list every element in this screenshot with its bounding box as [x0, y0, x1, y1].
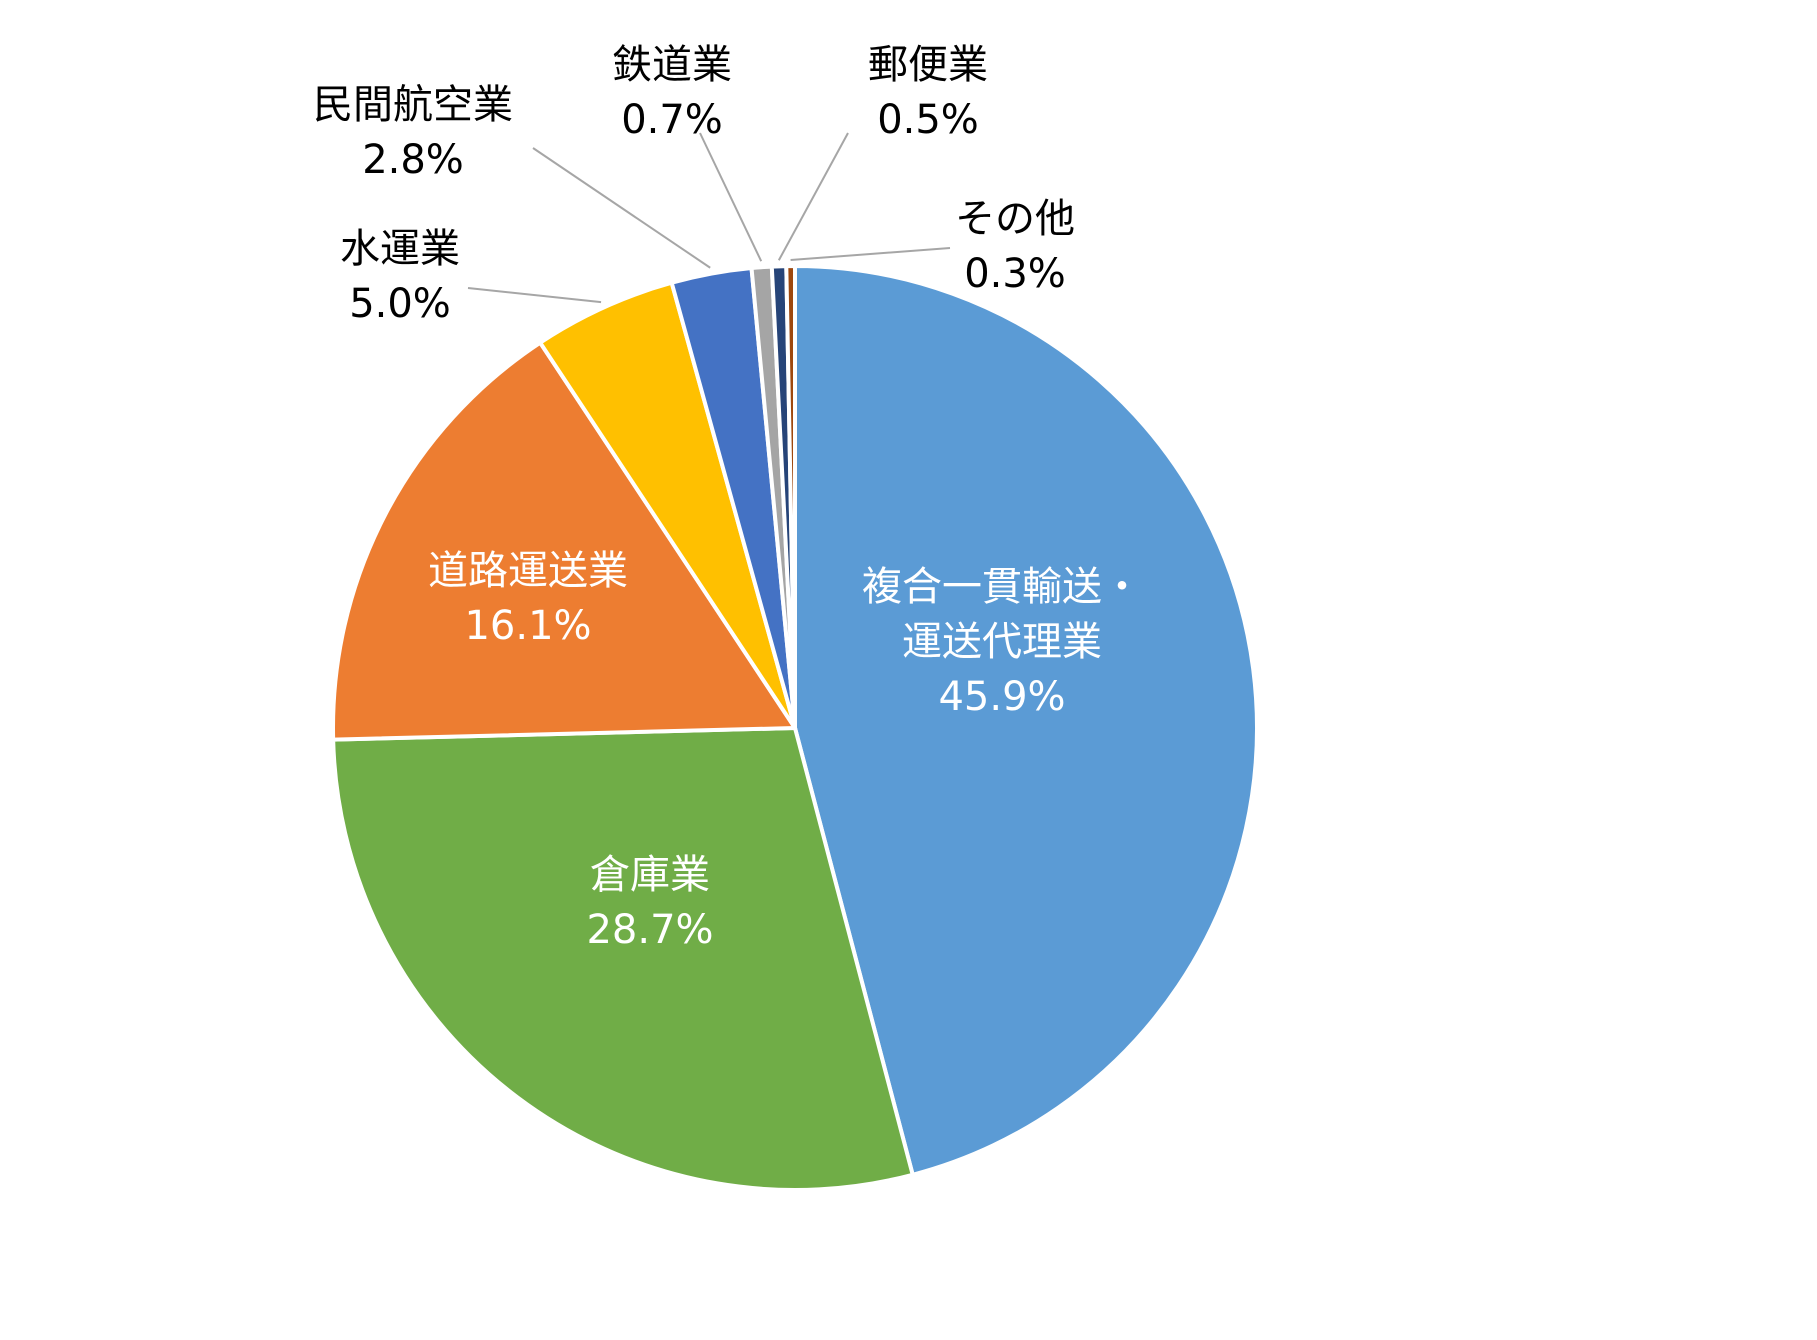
leader-line-8 [790, 247, 951, 262]
pie-slice-2 [331, 726, 915, 1192]
pie-slices [331, 263, 1259, 1192]
pie-slice-4 [538, 280, 797, 730]
slice-label-6: 鉄道業 0.7% [612, 42, 732, 143]
leader-line-5 [532, 147, 711, 269]
leader-line-6 [699, 132, 763, 262]
leader-line-7 [777, 132, 849, 261]
slice-label-1: 複合一貫輸送・運送代理業 45.9% [862, 564, 1142, 720]
pie-slice-3 [331, 340, 797, 742]
pie-slice-1 [793, 264, 1259, 1177]
leader-lines [467, 132, 951, 304]
slice-label-2: 倉庫業 28.7% [586, 852, 713, 953]
slice-label-7: 郵便業 0.5% [868, 42, 988, 143]
slice-label-5: 民間航空業 2.8% [313, 82, 513, 183]
leader-line-4 [467, 287, 602, 304]
slice-label-3: 道路運送業 16.1% [428, 548, 628, 649]
slice-labels: 複合一貫輸送・運送代理業 45.9% 倉庫業 28.7% 道路運送業 16.1% 水運業 5.… [313, 42, 1142, 953]
slice-label-4: 水運業 5.0% [340, 226, 460, 327]
pie-slice-8 [784, 263, 797, 730]
slice-label-8: その他 0.3% [955, 196, 1075, 297]
